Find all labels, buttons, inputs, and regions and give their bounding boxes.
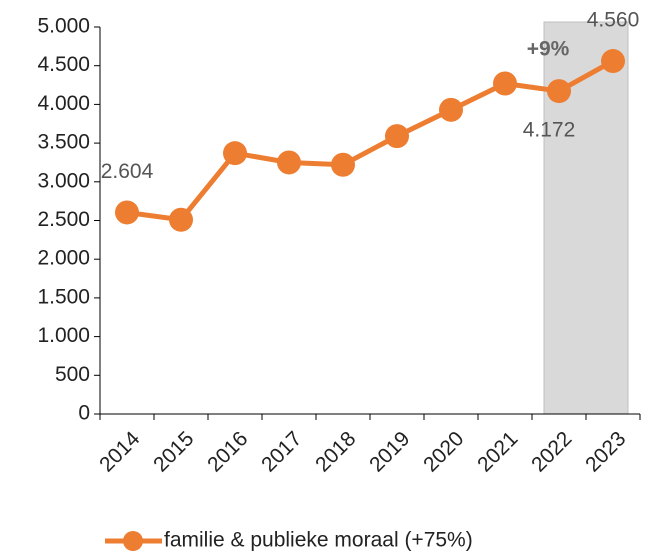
data-point [439,97,463,122]
y-tick-label: 500 [55,363,90,386]
data-point [493,71,517,96]
data-label: 2.604 [101,160,154,183]
data-label: 4.172 [523,119,576,142]
y-tick-label: 2.500 [37,208,90,231]
series-line [126,58,615,223]
data-point [385,124,409,149]
data-point [115,200,139,225]
y-tick-label: 0 [78,402,90,425]
y-tick-label: 5.000 [37,15,90,38]
legend-label: familie & publieke moraal (+75%) [164,529,473,552]
data-point [223,141,247,166]
y-tick-label: 3.000 [37,169,90,192]
data-point [169,207,193,232]
y-tick-label: 3.500 [37,131,90,154]
data-point [331,152,355,177]
data-point [277,150,301,175]
annotation: +9% [527,38,570,61]
y-tick-label: 4.000 [37,92,90,115]
data-point [547,79,571,104]
data-point [601,49,625,74]
legend-marker [123,531,143,551]
y-tick-label: 2.000 [37,247,90,270]
y-tick-label: 1.500 [37,285,90,308]
y-tick-label: 4.500 [37,53,90,76]
data-label: 4.560 [587,9,640,32]
y-tick-label: 1.000 [37,324,90,347]
